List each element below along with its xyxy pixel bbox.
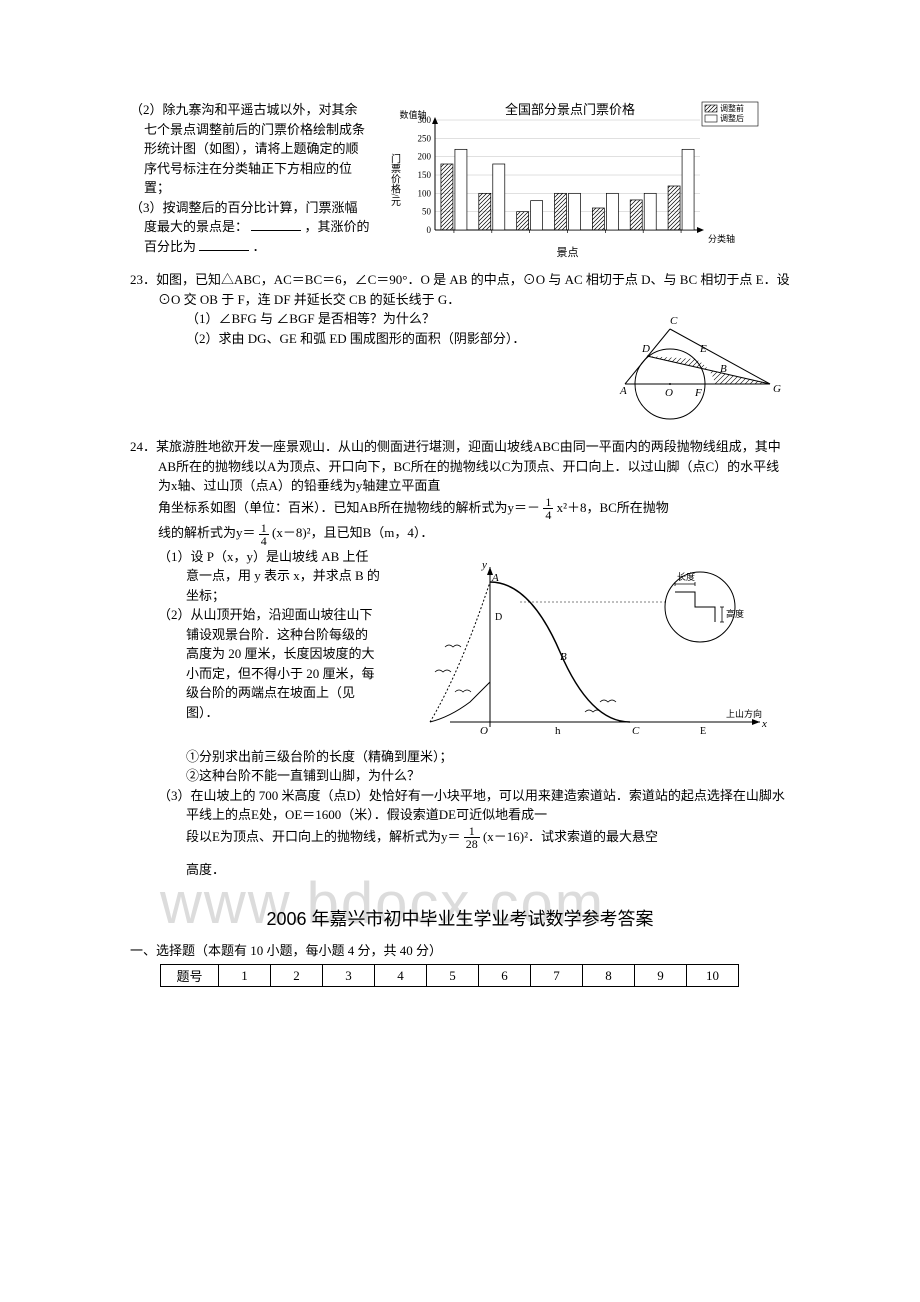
svg-text:E: E — [700, 726, 706, 737]
svg-text:分类轴: 分类轴 — [708, 233, 735, 244]
table-cell: 4 — [375, 965, 427, 987]
svg-text:y: y — [481, 559, 487, 571]
svg-text:门票价格/元: 门票价格/元 — [389, 152, 401, 206]
table-cell: 8 — [583, 965, 635, 987]
svg-text:E: E — [699, 343, 707, 355]
bar-chart-svg: 全国部分景点门票价格门票价格/元050100150200250300景点分类轴数… — [380, 100, 760, 260]
frac-d: 4 — [259, 535, 269, 547]
q24-part3-a: （3）在山坡上的 700 米高度（点D）处恰好有一小块平地，可以用来建造索道站．… — [130, 786, 790, 825]
q23-stem: 23．如图，已知△ABC，AC＝BC＝6，∠C＝90°．O 是 AB 的中点，⊙… — [130, 270, 790, 309]
svg-text:调整后: 调整后 — [720, 113, 744, 123]
svg-text:150: 150 — [418, 170, 432, 180]
table-header: 题号 — [161, 965, 219, 987]
table-cell: 3 — [323, 965, 375, 987]
q22-part3-d: ． — [253, 239, 266, 254]
q24-part1: （1）设 P（x，y）是山坡线 AB 上任意一点，用 y 表示 x，并求点 B … — [130, 547, 380, 606]
q24-part2: （2）从山顶开始，沿迎面山坡往山下铺设观景台阶．这种台阶每级的高度为 20 厘米… — [130, 605, 380, 722]
q24-part2-2: ②这种台阶不能一直铺到山脚，为什么？ — [130, 766, 790, 786]
table-cell: 7 — [531, 965, 583, 987]
page-content: （2）除九寨沟和平遥古城以外，对其余七个景点调整前后的门票价格绘制成条形统计图（… — [130, 100, 790, 987]
svg-text:高度: 高度 — [726, 608, 744, 619]
svg-text:上山方向: 上山方向 — [726, 708, 762, 719]
svg-text:景点: 景点 — [557, 246, 579, 259]
q22-block: （2）除九寨沟和平遥古城以外，对其余七个景点调整前后的门票价格绘制成条形统计图（… — [130, 100, 790, 264]
svg-text:x: x — [761, 718, 767, 730]
svg-text:h: h — [555, 725, 561, 737]
svg-text:F: F — [694, 387, 702, 399]
table-row: 题号 1 2 3 4 5 6 7 8 9 10 — [161, 965, 739, 987]
svg-text:100: 100 — [418, 188, 432, 198]
q24-part3-b-post: (x－16)²．试求索道的最大悬空 — [483, 829, 658, 844]
q24-stem-a: 24．某旅游胜地欲开发一座景观山．从山的侧面进行堪测，迎面山坡线ABC由同一平面… — [130, 437, 790, 496]
q24-figure: A B C O h D E x y 上山方向 — [400, 552, 780, 742]
svg-text:B: B — [720, 363, 727, 375]
svg-text:B: B — [560, 651, 567, 663]
table-cell: 2 — [271, 965, 323, 987]
q24-stem-b-post: x²＋8，BC所在抛物 — [557, 500, 669, 515]
q23-part2: （2）求由 DG、GE 和弧 ED 围成图形的面积（阴影部分）． — [130, 329, 590, 349]
q22-chart: 全国部分景点门票价格门票价格/元050100150200250300景点分类轴数… — [380, 100, 760, 264]
table-cell: 6 — [479, 965, 531, 987]
svg-text:50: 50 — [422, 207, 432, 217]
svg-text:D: D — [641, 343, 650, 355]
table-cell: 5 — [427, 965, 479, 987]
svg-text:调整前: 调整前 — [720, 103, 744, 113]
svg-text:A: A — [491, 572, 499, 584]
answer-table: 题号 1 2 3 4 5 6 7 8 9 10 — [160, 964, 739, 987]
frac-d: 28 — [464, 838, 480, 850]
q22-part3-b: ，其涨价的 — [305, 219, 370, 234]
q22-part3-c: 百分比为 — [144, 239, 196, 254]
frac-n: 1 — [259, 522, 269, 535]
answer-section: 一、选择题（本题有 10 小题，每小题 4 分，共 40 分） — [130, 941, 790, 961]
q24-stem-c-post: (x－8)²，且已知B（m，4）． — [272, 525, 433, 540]
q22-blank-1 — [251, 217, 301, 231]
q24-block: 24．某旅游胜地欲开发一座景观山．从山的侧面进行堪测，迎面山坡线ABC由同一平面… — [130, 437, 790, 880]
svg-text:数值轴: 数值轴 — [399, 109, 426, 120]
svg-text:O: O — [480, 725, 488, 737]
svg-text:长度: 长度 — [677, 571, 695, 582]
q24-part2-1: ①分别求出前三级台阶的长度（精确到厘米）； — [130, 747, 790, 767]
q23-part1: （1）∠BFG 与 ∠BGF 是否相等？为什么？ — [130, 309, 590, 329]
q22-blank-2 — [199, 237, 249, 251]
svg-text:O: O — [665, 387, 673, 399]
q24-stem-b-pre: 角坐标系如图（单位：百米）．已知AB所在抛物线的解析式为y＝－ — [158, 500, 540, 515]
svg-text:A: A — [619, 385, 627, 397]
svg-text:250: 250 — [418, 133, 432, 143]
q24-part3-b-pre: 段以E为顶点、开口向上的抛物线，解析式为y＝ — [186, 829, 460, 844]
table-cell: 10 — [687, 965, 739, 987]
q23-block: 23．如图，已知△ABC，AC＝BC＝6，∠C＝90°．O 是 AB 的中点，⊙… — [130, 270, 790, 429]
frac-d: 4 — [543, 509, 553, 521]
svg-text:200: 200 — [418, 152, 432, 162]
q24-stem-c-pre: 线的解析式为y＝ — [158, 525, 256, 540]
svg-text:C: C — [632, 725, 640, 737]
svg-text:0: 0 — [427, 225, 432, 235]
q23-figure: A C D E B O F G — [595, 314, 785, 424]
table-cell: 9 — [635, 965, 687, 987]
svg-text:D: D — [495, 612, 502, 623]
q24-part3-c: 高度． — [130, 860, 790, 880]
svg-text:全国部分景点门票价格: 全国部分景点门票价格 — [505, 102, 635, 117]
svg-text:G: G — [773, 383, 781, 395]
svg-text:C: C — [670, 315, 678, 327]
q22-part2: （2）除九寨沟和平遥古城以外，对其余七个景点调整前后的门票价格绘制成条形统计图（… — [130, 100, 370, 198]
table-cell: 1 — [219, 965, 271, 987]
answer-title: 2006 年嘉兴市初中毕业生学业考试数学参考答案 — [130, 905, 790, 931]
